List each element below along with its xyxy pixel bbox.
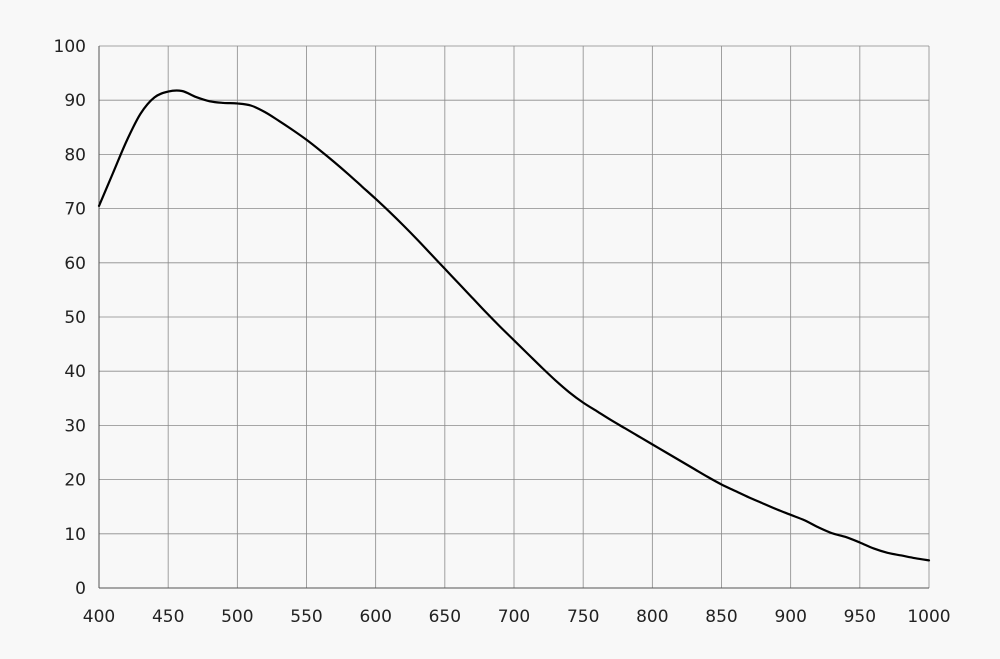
axes [98, 46, 929, 589]
gridlines [98, 45, 930, 589]
x-tick-label: 800 [636, 607, 668, 627]
x-tick-label: 900 [774, 607, 806, 627]
x-tick-label: 450 [152, 607, 184, 627]
y-tick-label: 0 [75, 579, 86, 599]
x-tick-label: 950 [844, 607, 876, 627]
x-tick-label: 850 [705, 607, 737, 627]
x-tick-label: 550 [290, 607, 322, 627]
y-tick-label: 30 [64, 416, 86, 436]
y-tick-label: 100 [54, 37, 86, 57]
x-tick-label: 400 [83, 607, 115, 627]
y-tick-label: 40 [64, 362, 86, 382]
series [97, 89, 931, 562]
x-tick-label: 500 [221, 607, 253, 627]
y-tick-label: 50 [64, 308, 86, 328]
y-tick-label: 60 [64, 254, 86, 274]
y-tick-label: 20 [64, 471, 86, 491]
x-tick-label: 750 [567, 607, 599, 627]
series-line [97, 89, 931, 562]
tick-labels: 400 450 500 550 600 650 700 750 800 850 900 950 1000… [54, 37, 951, 627]
y-tick-label: 80 [64, 145, 86, 165]
y-tick-label: 70 [64, 200, 86, 220]
x-tick-label: 650 [429, 607, 461, 627]
y-tick-label: 90 [64, 91, 86, 111]
x-tick-label: 1000 [907, 607, 950, 627]
y-tick-label: 10 [64, 525, 86, 545]
x-tick-label: 700 [498, 607, 530, 627]
x-tick-label: 600 [359, 607, 391, 627]
